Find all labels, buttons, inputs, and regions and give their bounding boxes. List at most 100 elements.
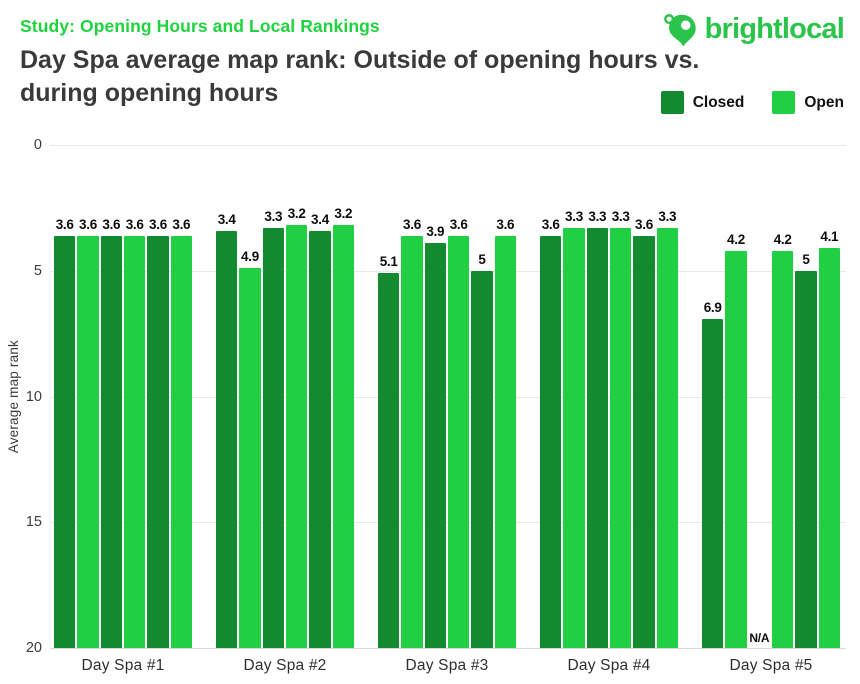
x-axis-label-5: Day Spa #5 [729, 657, 813, 674]
y-tick-label-20: 20 [25, 640, 42, 656]
x-axis-label-4: Day Spa #4 [567, 657, 651, 674]
bar-value-label: 3.3 [611, 209, 630, 224]
bar-slot: 3.4 [216, 145, 238, 648]
bar-open [77, 235, 99, 648]
bar-closed [471, 270, 493, 648]
bar-slot: 3.6 [401, 145, 423, 648]
bar-value-label: 4.2 [773, 231, 792, 247]
x-axis-label-3: Day Spa #3 [405, 657, 489, 674]
legend-label-closed: Closed [692, 93, 745, 111]
bar-open [239, 268, 261, 648]
legend-label-open: Open [804, 93, 844, 111]
chart-title-line1: Day Spa average map rank: Outside of ope… [20, 46, 700, 74]
bar-value-label: 3.9 [426, 224, 445, 240]
bar-value-label: 3.6 [55, 216, 74, 232]
chart-legend: Closed Open [660, 91, 844, 114]
bar-closed [54, 235, 76, 648]
bar-open [656, 228, 678, 648]
bar-group-1: 3.6 3.6 3.6 3.6 3.6 3.6 Day Spa #1 [54, 145, 192, 674]
bar-group-2: 3.4 4.9 3.3 3.2 3.4 3.2 Day Spa #2 [216, 145, 354, 674]
bar-value-label: 3.3 [565, 209, 583, 224]
bar-value-label: 3.4 [311, 211, 329, 227]
bar-open [725, 250, 747, 648]
bar-slot: 3.3 [609, 145, 632, 648]
bar-closed [795, 270, 817, 648]
gridline-0 [50, 145, 846, 146]
bar-value-label: 4.2 [727, 231, 745, 247]
y-tick-label-10: 10 [25, 388, 42, 405]
bar-slot: 3.3 [262, 145, 284, 648]
x-axis-label-2: Day Spa #2 [243, 657, 327, 674]
bar-closed [262, 228, 284, 648]
bar-open [494, 235, 516, 648]
brightlocal-logo-text: brightlocal [704, 12, 845, 45]
study-eyebrow: Study: Opening Hours and Local Rankings [20, 16, 380, 36]
legend-item-open: Open [772, 91, 844, 114]
x-axis-label-1: Day Spa #1 [81, 657, 165, 674]
bar-slot: 3.6 [100, 145, 122, 648]
closed-swatch-icon [660, 91, 684, 114]
bar-slot: 5.1 [378, 145, 400, 648]
bar-value-label: 3.6 [496, 216, 515, 232]
bar-value-label: 5.1 [379, 254, 398, 270]
bar-open [170, 235, 192, 648]
bar-open [332, 225, 354, 648]
y-axis-title-text: Average map rank [5, 339, 21, 454]
y-tick-label-0: 0 [33, 137, 42, 153]
bar-open [818, 248, 840, 648]
gridline-20 [50, 648, 846, 649]
bar-value-label: 6.9 [703, 299, 722, 315]
bar-slot: 3.9 [424, 145, 446, 648]
bar-open [609, 228, 632, 648]
bar-closed [216, 230, 238, 648]
bar-closed [100, 235, 122, 648]
bar-slot: 4.9 [239, 145, 261, 648]
bar-value-label: 3.6 [79, 216, 97, 232]
bar-slot: 3.4 [309, 145, 331, 648]
bar-closed [309, 230, 331, 648]
open-swatch-icon [772, 91, 796, 114]
bar-value-label: 3.6 [635, 216, 653, 232]
bar-value-label: 5 [478, 251, 486, 267]
bar-slot: 4.1 [818, 145, 840, 648]
bar-open [123, 235, 146, 648]
chart-title-line2: during opening hours [20, 78, 279, 107]
bar-slot: 3.3 [586, 145, 608, 648]
bar-value-label: 3.6 [172, 216, 191, 232]
bar-closed [702, 318, 724, 648]
bar-slot: 5 [795, 145, 817, 648]
bar-slot: 3.6 [494, 145, 516, 648]
bar-open [447, 235, 470, 648]
bar-slot: 3.6 [77, 145, 99, 648]
bar-value-label: 3.6 [149, 216, 167, 232]
bar-value-label: 3.2 [334, 206, 353, 222]
bar-closed [540, 235, 562, 648]
bar-slot: 3.6 [54, 145, 76, 648]
bar-value-label: N/A [749, 631, 770, 645]
bar-slot: 3.6 [147, 145, 169, 648]
bar-slot: 3.2 [332, 145, 354, 648]
bar-value-label: 3.4 [217, 211, 236, 227]
bar-value-label: 3.6 [125, 216, 144, 232]
bar-slot: 5 [471, 145, 493, 648]
bar-value-label: 4.1 [820, 229, 839, 245]
bar-value-label: 3.6 [449, 216, 468, 232]
bar-slot: 3.3 [563, 145, 585, 648]
bar-value-label: 3.6 [403, 216, 421, 232]
bar-slot: 3.6 [123, 145, 146, 648]
brightlocal-pin-icon [662, 10, 700, 48]
bar-slot: 6.9 [702, 145, 724, 648]
bar-slot: 3.3 [656, 145, 678, 648]
bar-group-5: 6.9 4.2 N/A 4.2 5 4.1 Day Spa #5 [702, 145, 840, 674]
bar-slot: 3.6 [447, 145, 470, 648]
bar-value-label: 3.2 [287, 206, 306, 222]
bar-value-label: 5 [802, 251, 810, 267]
bar-slot: 4.2 [725, 145, 747, 648]
bar-value-label: 3.6 [102, 216, 121, 232]
bar-slot: 3.6 [170, 145, 192, 648]
bar-value-label: 3.3 [658, 209, 677, 224]
bars-row: 3.6 3.6 3.6 3.6 3.6 3.6 Day Spa #1 3.4 4.9 3.3 3.2… [54, 145, 840, 674]
bar-slot: 3.2 [285, 145, 308, 648]
bar-slot: 3.6 [540, 145, 562, 648]
plot-area: Average map rank 0 5 10 15 20 3.6 3.6 3.6 3.6 3.… [6, 137, 846, 674]
